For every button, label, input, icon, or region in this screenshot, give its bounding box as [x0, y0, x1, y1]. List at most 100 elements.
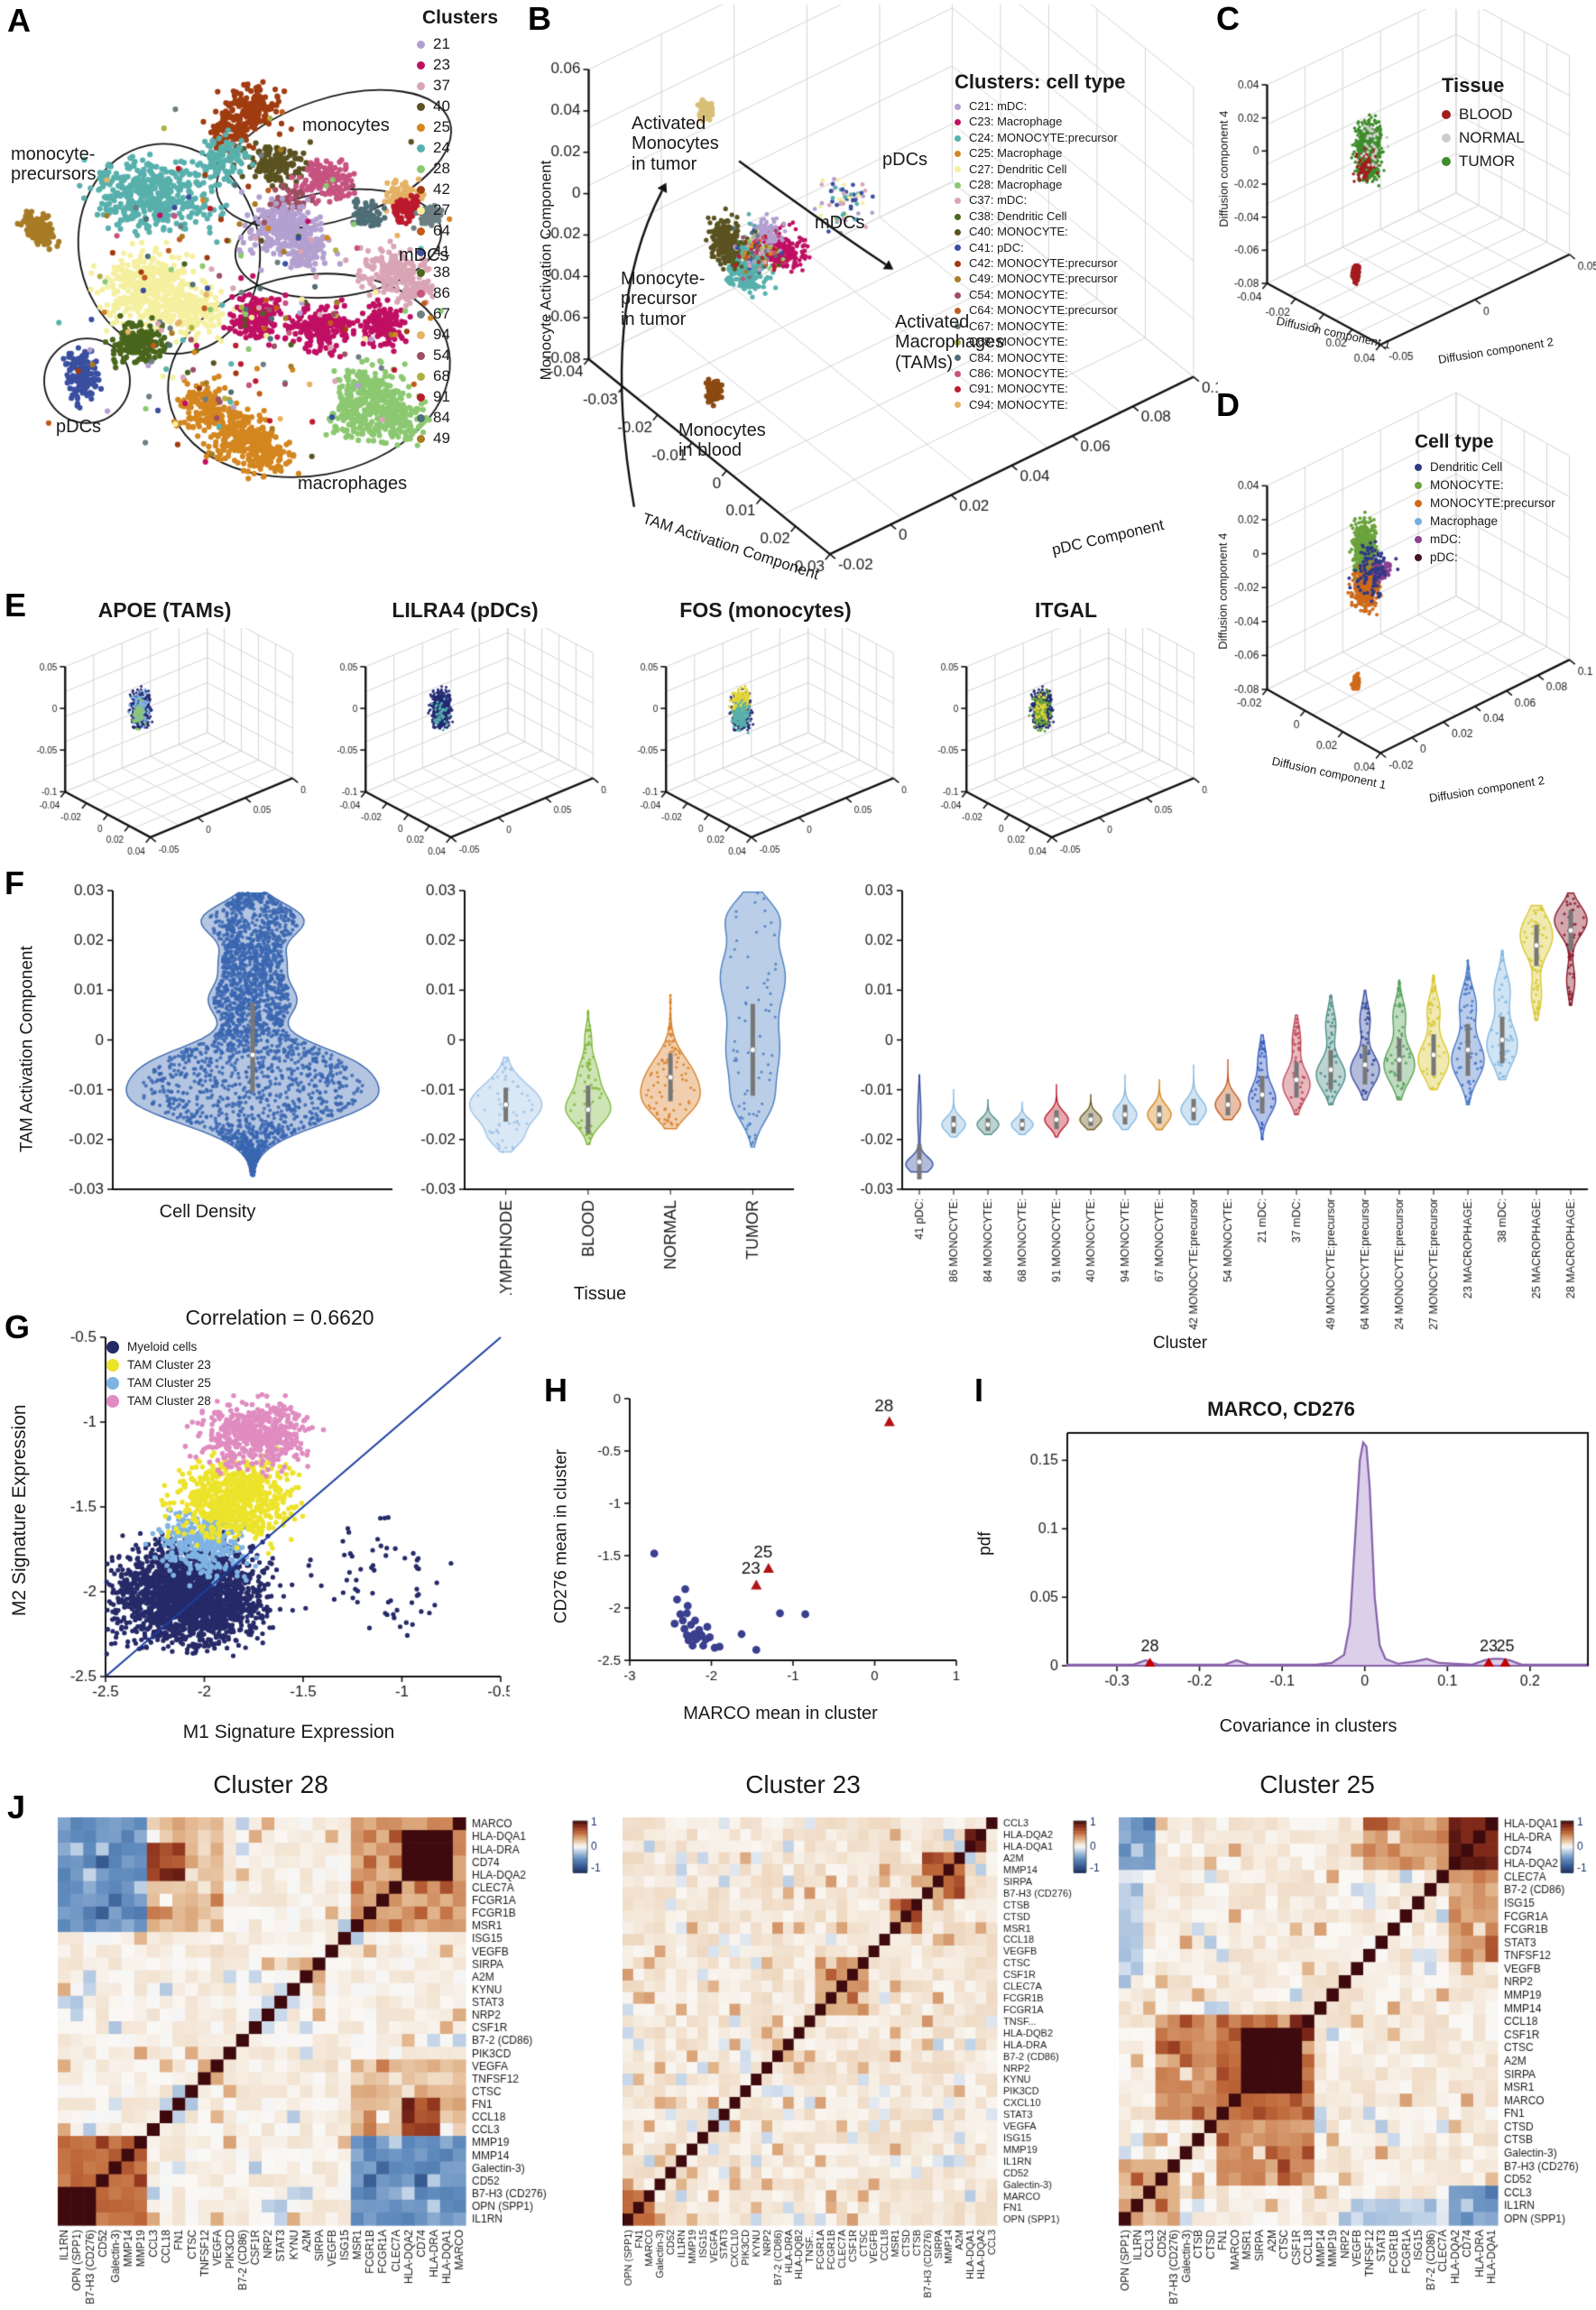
panel-e2-plot — [323, 628, 607, 855]
legend-label: 25 — [433, 118, 450, 135]
legend-label: MONOCYTE: — [1430, 478, 1504, 492]
legend-item: C24: MONOCYTE:precursor — [955, 131, 1225, 145]
panel-d-ylabel: Diffusion component 4 — [1215, 532, 1230, 650]
annotation-monocytes-in-blood: Monocytes in blood — [678, 420, 766, 461]
legend-label: C54: MONOCYTE: — [969, 287, 1068, 301]
legend-item: mDC: — [1415, 531, 1595, 548]
legend-swatch — [417, 185, 425, 194]
legend-swatch — [955, 166, 961, 173]
panel-e4-plot — [924, 628, 1208, 855]
legend-label: C68: MONOCYTE: — [969, 335, 1068, 349]
legend-item: pDC: — [1415, 549, 1595, 566]
legend-label: C24: MONOCYTE:precursor — [969, 130, 1118, 144]
legend-swatch — [955, 213, 961, 220]
panel-b-diffusion-3d — [519, 5, 1218, 596]
legend-item: 67 — [417, 304, 534, 324]
legend-item: C68: MONOCYTE: — [955, 335, 1225, 349]
panel-g-ylabel: M2 Signature Expression — [9, 1404, 31, 1617]
legend-label: TAM Cluster 25 — [127, 1376, 211, 1390]
legend-item: 41 — [417, 242, 534, 262]
legend-label: C86: MONOCYTE: — [969, 365, 1068, 380]
panel-j2-title: Cluster 23 — [745, 1770, 861, 1798]
legend-item: 21 — [417, 34, 534, 54]
region-label-monocyte-precursors: monocyte- precursors — [11, 144, 97, 185]
panel-h-xlabel: MARCO mean in cluster — [683, 1704, 878, 1723]
annotation-activated-macrophages: Activated Macrophages (TAMs) — [895, 312, 1005, 373]
legend-label: MONOCYTE:precursor — [1430, 496, 1555, 510]
panel-c-ylabel: Diffusion component 4 — [1216, 110, 1231, 227]
legend-item: 84 — [417, 408, 534, 428]
legend-label: C37: mDC: — [969, 193, 1028, 208]
legend-label: 24 — [433, 139, 450, 156]
legend-swatch — [955, 338, 961, 346]
legend-label: 94 — [433, 326, 450, 343]
legend-swatch — [1415, 499, 1422, 507]
legend-label: 49 — [433, 430, 450, 447]
panel-b-ylabel: Monocyte Activation Component — [537, 160, 555, 381]
legend-label: 84 — [433, 409, 450, 426]
legend-item: C94: MONOCYTE: — [955, 398, 1225, 412]
legend-swatch — [417, 247, 425, 256]
legend-label: 67 — [433, 305, 450, 322]
legend-item: 86 — [417, 283, 534, 303]
panel-j3-title: Cluster 25 — [1259, 1770, 1375, 1798]
legend-item: Macrophage — [1415, 513, 1595, 530]
panel-f-density-violin — [45, 880, 401, 1197]
legend-swatch — [417, 40, 425, 49]
panel-d-legend: Cell type Dendritic Cell MONOCYTE: MONOCYT… — [1415, 431, 1595, 567]
legend-swatch — [955, 402, 961, 409]
legend-item: MONOCYTE: — [1415, 476, 1595, 494]
legend-label: C91: MONOCYTE: — [969, 382, 1068, 396]
legend-item: C38: Dendritic Cell — [955, 209, 1225, 224]
legend-label: NORMAL — [1459, 129, 1525, 146]
legend-swatch — [1415, 535, 1422, 543]
legend-swatch — [1415, 553, 1422, 561]
legend-swatch — [955, 103, 961, 110]
legend-label: mDC: — [1430, 532, 1462, 546]
panel-d-legend-title: Cell type — [1415, 431, 1494, 452]
legend-swatch — [417, 143, 425, 152]
annotation-pdcs: pDCs — [882, 150, 928, 170]
legend-label: C84: MONOCYTE: — [969, 350, 1068, 365]
legend-label: C40: MONOCYTE: — [969, 225, 1068, 239]
legend-item: C23: Macrophage — [955, 115, 1225, 129]
panel-f-letter: F — [5, 864, 24, 901]
legend-swatch — [106, 1376, 119, 1390]
region-label-pdcs: pDCs — [56, 417, 102, 437]
legend-label: 54 — [433, 346, 450, 364]
legend-swatch — [955, 307, 961, 314]
legend-item: C84: MONOCYTE: — [955, 351, 1225, 365]
panel-i-ylabel: pdf — [975, 1531, 995, 1556]
panel-j-letter: J — [7, 1788, 26, 1825]
region-label-monocytes: monocytes — [302, 116, 390, 135]
annotation-monocyte-precursor: Monocyte- precursor in tumor — [621, 269, 706, 329]
legend-item: C40: MONOCYTE: — [955, 225, 1225, 239]
panel-i-xlabel: Covariance in clusters — [1219, 1716, 1398, 1736]
legend-item: C41: pDC: — [955, 241, 1225, 255]
legend-item: Myeloid cells — [106, 1338, 269, 1355]
legend-item: TAM Cluster 23 — [106, 1356, 269, 1373]
annotation-activated-monocytes: Activated Monocytes in tumor — [632, 114, 719, 174]
panel-a-cluster-scatter — [5, 27, 456, 555]
panel-e4-title: ITGAL — [1035, 598, 1097, 622]
legend-item: 25 — [417, 117, 534, 137]
legend-label: 42 — [433, 180, 450, 198]
legend-swatch — [955, 291, 961, 299]
legend-label: C25: Macrophage — [969, 146, 1063, 161]
panel-c-legend-title: Tissue — [1442, 74, 1505, 97]
legend-label: pDC: — [1430, 550, 1458, 564]
panel-e1-plot — [23, 628, 307, 855]
panel-i-density — [1006, 1424, 1596, 1713]
legend-swatch — [417, 351, 425, 360]
legend-label: 27 — [433, 201, 450, 218]
legend-item: C37: mDC: — [955, 193, 1225, 208]
legend-item: 28 — [417, 159, 534, 179]
legend-swatch — [417, 434, 425, 443]
panel-j-heatmap-cluster-25 — [1110, 1810, 1596, 2308]
legend-swatch — [106, 1394, 119, 1408]
legend-label: 40 — [433, 97, 450, 115]
legend-label: 41 — [433, 243, 450, 260]
legend-item: C49: MONOCYTE:precursor — [955, 272, 1225, 286]
panel-e1-title: APOE (TAMs) — [97, 598, 232, 622]
legend-swatch — [955, 134, 961, 142]
